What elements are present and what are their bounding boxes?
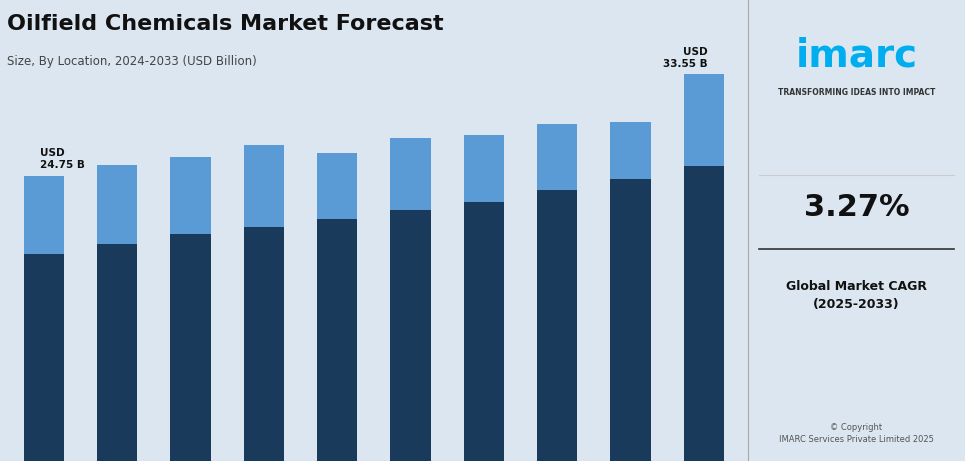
Bar [391, 138, 430, 210]
Bar [538, 190, 577, 461]
Bar [171, 234, 210, 461]
Text: Size, By Location, 2024-2033 (USD Billion): Size, By Location, 2024-2033 (USD Billio… [8, 55, 258, 68]
Bar [391, 210, 430, 461]
Text: © Copyright
IMARC Services Private Limited 2025: © Copyright IMARC Services Private Limit… [779, 423, 934, 444]
Text: Global Market CAGR
(2025-2033): Global Market CAGR (2025-2033) [786, 279, 927, 311]
Bar [97, 244, 137, 461]
Bar [171, 157, 210, 234]
Bar [244, 227, 284, 461]
Text: Oilfield Chemicals Market Forecast: Oilfield Chemicals Market Forecast [8, 14, 444, 34]
Text: 3.27%: 3.27% [804, 193, 909, 222]
Bar [244, 145, 284, 227]
Bar [538, 124, 577, 190]
Text: USD
33.55 B: USD 33.55 B [663, 47, 707, 69]
Bar [317, 153, 357, 219]
Bar [24, 254, 64, 461]
Bar [464, 135, 504, 202]
Bar [611, 178, 650, 461]
Bar [24, 176, 64, 254]
Text: imarc: imarc [795, 36, 918, 74]
Text: TRANSFORMING IDEAS INTO IMPACT: TRANSFORMING IDEAS INTO IMPACT [778, 88, 935, 97]
Text: USD
24.75 B: USD 24.75 B [41, 148, 85, 170]
Bar [684, 166, 724, 461]
Bar [464, 202, 504, 461]
Bar [317, 219, 357, 461]
Bar [611, 122, 650, 178]
Bar [97, 165, 137, 244]
Bar [684, 74, 724, 166]
